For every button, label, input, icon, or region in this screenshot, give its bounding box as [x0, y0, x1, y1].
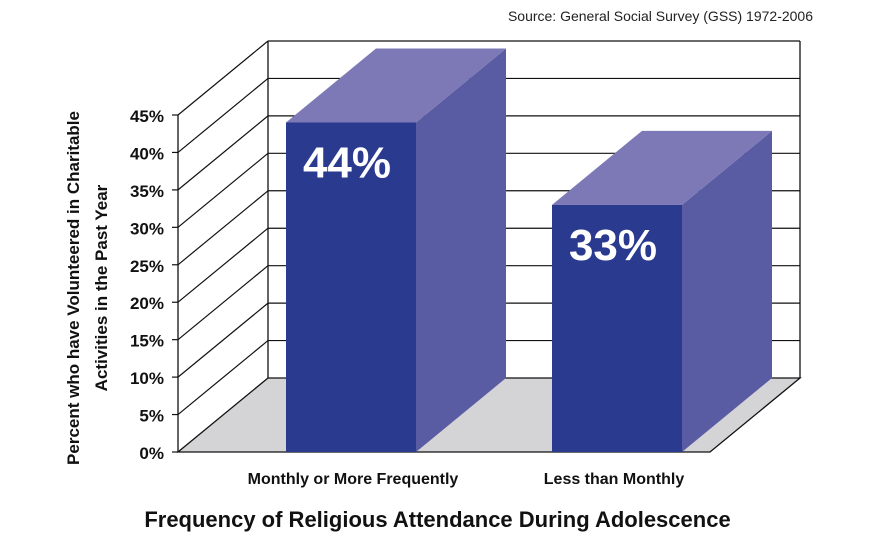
gridline-side [177, 302, 269, 378]
x-axis-title: Frequency of Religious Attendance During… [144, 507, 731, 532]
gridline-side [177, 227, 269, 303]
gridline-side [177, 40, 269, 116]
bar-top-face [286, 48, 506, 123]
source-note: Source: General Social Survey (GSS) 1972… [507, 8, 813, 24]
gridline-side [177, 265, 269, 341]
x-category-label: Monthly or More Frequently [248, 471, 459, 488]
y-tick-label: 25% [130, 257, 164, 276]
gridline-side [177, 152, 269, 228]
y-axis-title-line-1: Percent who have Volunteered in Charitab… [64, 111, 83, 465]
y-tick-label: 40% [130, 144, 164, 163]
gridline-side [177, 115, 269, 191]
y-axis-title-line-2: Activities in the Past Year [92, 184, 111, 392]
bar-front-face [286, 122, 416, 452]
bar-top-face [552, 130, 772, 205]
y-tick-label: 35% [130, 182, 164, 201]
gridline-side [177, 340, 269, 416]
bar-data-label: 44% [303, 138, 391, 187]
bar-side-face [416, 48, 506, 452]
gridline-side [177, 190, 269, 266]
y-tick-label: 15% [130, 332, 164, 351]
y-tick-label: 30% [130, 219, 164, 238]
y-tick-label: 10% [130, 369, 164, 388]
x-category-label: Less than Monthly [544, 471, 685, 488]
bar-side-face [682, 130, 772, 452]
bar-front-face [552, 204, 682, 452]
gridline-side [177, 77, 269, 153]
bar: 33% [552, 130, 772, 452]
y-tick-label: 0% [139, 444, 164, 463]
y-tick-label: 45% [130, 107, 164, 126]
y-axis-title: Percent who have Volunteered in Charitab… [60, 111, 116, 465]
y-tick-label: 5% [139, 407, 164, 426]
bar: 44% [286, 48, 506, 452]
y-tick-label: 20% [130, 294, 164, 313]
bar-data-label: 33% [569, 221, 657, 270]
